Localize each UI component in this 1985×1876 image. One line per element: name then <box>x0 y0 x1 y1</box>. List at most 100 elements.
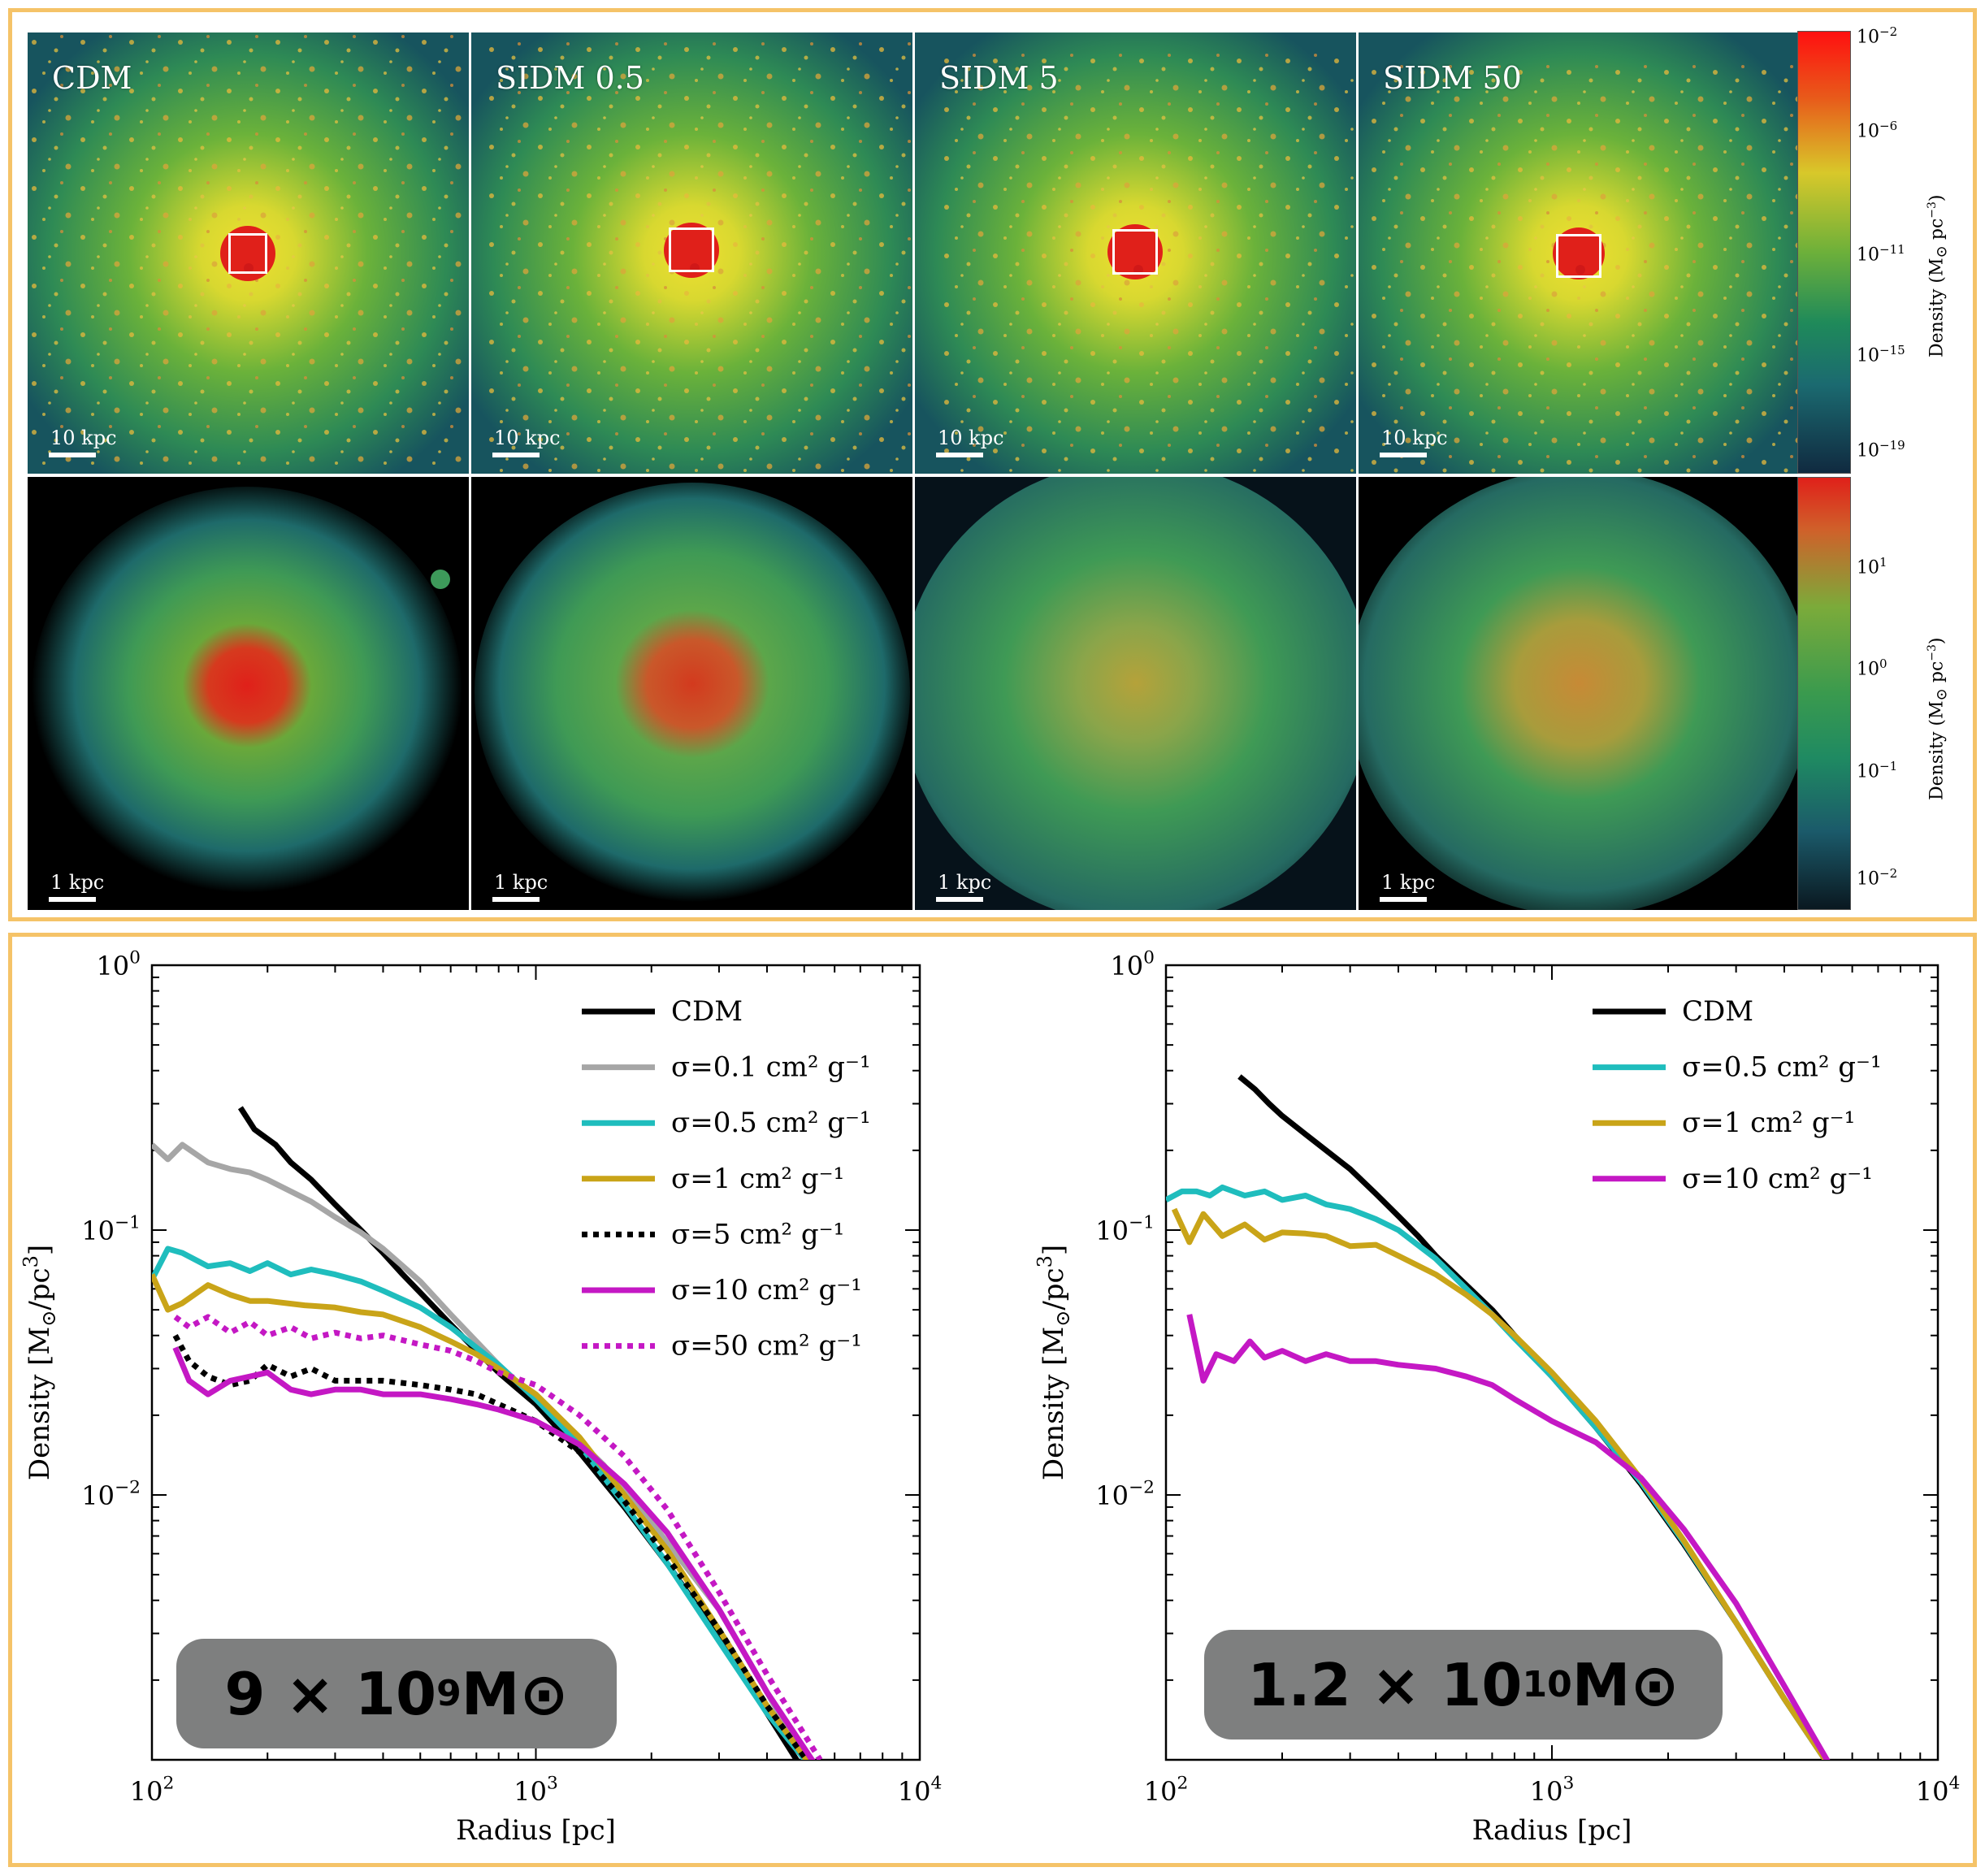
zoom-region-box <box>228 233 267 274</box>
colorbar-top-tick: 10−11 <box>1857 242 1905 265</box>
y-tick-label: 10−1 <box>1095 1213 1155 1246</box>
y-tick-label-base: 10 <box>1095 1480 1129 1511</box>
tick-exp: 1 <box>1879 555 1887 570</box>
x-tick-label-base: 10 <box>514 1776 547 1807</box>
badge-unit: M <box>461 1659 520 1728</box>
tick-base: 10 <box>1857 440 1879 461</box>
legend-label-sigma_10: σ=10 cm² g⁻¹ <box>671 1274 862 1306</box>
scale-bar-line <box>492 453 540 457</box>
x-axis-label: Radius [pc] <box>456 1814 616 1847</box>
density-map-image <box>1359 477 1800 910</box>
scale-bar: 10 kpc <box>1380 427 1448 457</box>
scale-bar-line <box>936 897 983 902</box>
y-tick-label-exp: −1 <box>115 1213 141 1233</box>
y-label-unit: /pc <box>24 1267 56 1310</box>
y-axis-label: Density [M⊙/pc3] <box>20 1245 60 1480</box>
halo-mass-badge-right: 1.2 × 10 10 M ⊙ <box>1204 1630 1723 1740</box>
x-tick-label-exp: 4 <box>1948 1774 1960 1794</box>
zoom-region-box <box>1556 234 1601 278</box>
series-line-sigma_10 <box>1186 1314 1831 1760</box>
tick-base: 10 <box>1857 659 1879 680</box>
colorbar-top-tick: 10−15 <box>1857 343 1905 366</box>
colorbar-bottom-tick: 101 <box>1857 555 1887 578</box>
legend-label-sigma_0.1: σ=0.1 cm² g⁻¹ <box>671 1051 871 1084</box>
y-tick-label: 10−1 <box>81 1213 141 1246</box>
scale-bar: 1 kpc <box>936 871 991 902</box>
tick-exp: −11 <box>1879 242 1905 257</box>
y-label-close: ] <box>1038 1245 1070 1255</box>
x-tick-label-base: 10 <box>130 1776 163 1807</box>
x-axis-label: Radius [pc] <box>1472 1814 1632 1847</box>
tick-exp: −6 <box>1879 119 1898 133</box>
tick-exp: −15 <box>1879 343 1905 357</box>
density-map-image <box>915 477 1356 910</box>
tick-exp: −19 <box>1879 438 1905 453</box>
density-map-image <box>471 32 912 474</box>
scale-bar-line <box>1380 453 1427 457</box>
legend-label-sigma_1: σ=1 cm² g⁻¹ <box>671 1163 844 1195</box>
scale-bar-label: 1 kpc <box>938 871 992 894</box>
sun-symbol: ⊙ <box>519 1659 569 1728</box>
series-line-sigma_50 <box>173 1314 823 1760</box>
tick-base: 10 <box>1857 245 1879 266</box>
y-label-sun: ⊙ <box>37 1311 60 1327</box>
legend-label-sigma_10: σ=10 cm² g⁻¹ <box>1682 1163 1873 1195</box>
zoom-region-box <box>1112 229 1158 275</box>
colorbar-top-tick: 10−2 <box>1857 24 1897 47</box>
scale-bar-label: 10 kpc <box>1381 427 1448 449</box>
badge-unit: M <box>1571 1650 1631 1719</box>
x-tick-label-base: 10 <box>1144 1776 1177 1807</box>
series-line-sigma_1 <box>152 1273 810 1760</box>
badge-exp: 9 <box>436 1673 462 1714</box>
density-map-sidm0.5-zoom: 1 kpc <box>471 477 912 918</box>
colorbar-top <box>1797 31 1851 474</box>
y-tick-label-exp: 0 <box>129 948 141 968</box>
x-tick-label-base: 10 <box>898 1776 931 1807</box>
zoom-region-box <box>669 227 714 272</box>
x-tick-label: 104 <box>1916 1774 1961 1807</box>
density-map-image <box>915 32 1356 474</box>
density-map-sidm50-large: SIDM 50 10 kpc <box>1359 32 1800 474</box>
legend-label-sigma_1: σ=1 cm² g⁻¹ <box>1682 1107 1855 1139</box>
scale-bar: 1 kpc <box>492 871 548 902</box>
colorbar-bottom-tick: 10−2 <box>1857 866 1897 889</box>
y-tick-label-exp: −2 <box>1129 1478 1155 1498</box>
x-tick-label-base: 10 <box>1530 1776 1563 1807</box>
y-tick-label-exp: −1 <box>1129 1213 1155 1233</box>
series-line-sigma_0.1 <box>152 1142 807 1760</box>
scale-bar-line <box>1380 897 1427 902</box>
y-tick-label-exp: −2 <box>115 1478 141 1498</box>
y-tick-label: 100 <box>96 948 141 981</box>
halo-mass-badge-left: 9 × 10 9 M ⊙ <box>176 1639 617 1748</box>
scale-bar: 10 kpc <box>49 427 117 457</box>
scale-bar-line <box>492 897 540 902</box>
colorbar-bottom-tick: 10−1 <box>1857 759 1897 782</box>
y-tick-label-exp: 0 <box>1143 948 1155 968</box>
x-tick-label: 103 <box>1530 1774 1575 1807</box>
panel-label: SIDM 5 <box>939 60 1059 96</box>
x-tick-label-exp: 2 <box>163 1774 174 1794</box>
y-tick-label-base: 10 <box>1095 1215 1129 1246</box>
density-map-sidm5-large: SIDM 5 10 kpc <box>915 32 1356 474</box>
badge-exp: 10 <box>1522 1664 1572 1705</box>
series-line-sigma_5 <box>172 1334 810 1760</box>
scale-bar-line <box>49 897 96 902</box>
scale-bar: 1 kpc <box>49 871 104 902</box>
tick-exp: −2 <box>1879 866 1898 881</box>
y-label-main: Density [M <box>24 1327 56 1480</box>
tick-base: 10 <box>1857 557 1879 578</box>
y-axis-label: Density [M⊙/pc3] <box>1034 1245 1074 1480</box>
series-line-sigma_10 <box>172 1346 816 1760</box>
density-map-cdm-large: CDM 10 kpc <box>28 32 469 474</box>
density-map-image <box>28 477 469 910</box>
panel-label: SIDM 0.5 <box>496 60 644 96</box>
tick-base: 10 <box>1857 121 1879 142</box>
density-map-sidm50-zoom: 1 kpc <box>1359 477 1800 918</box>
density-map-cdm-zoom: 1 kpc <box>28 477 469 918</box>
legend-label-sigma_0.5: σ=0.5 cm² g⁻¹ <box>671 1107 871 1139</box>
tick-base: 10 <box>1857 761 1879 782</box>
y-tick-label-base: 10 <box>81 1215 115 1246</box>
